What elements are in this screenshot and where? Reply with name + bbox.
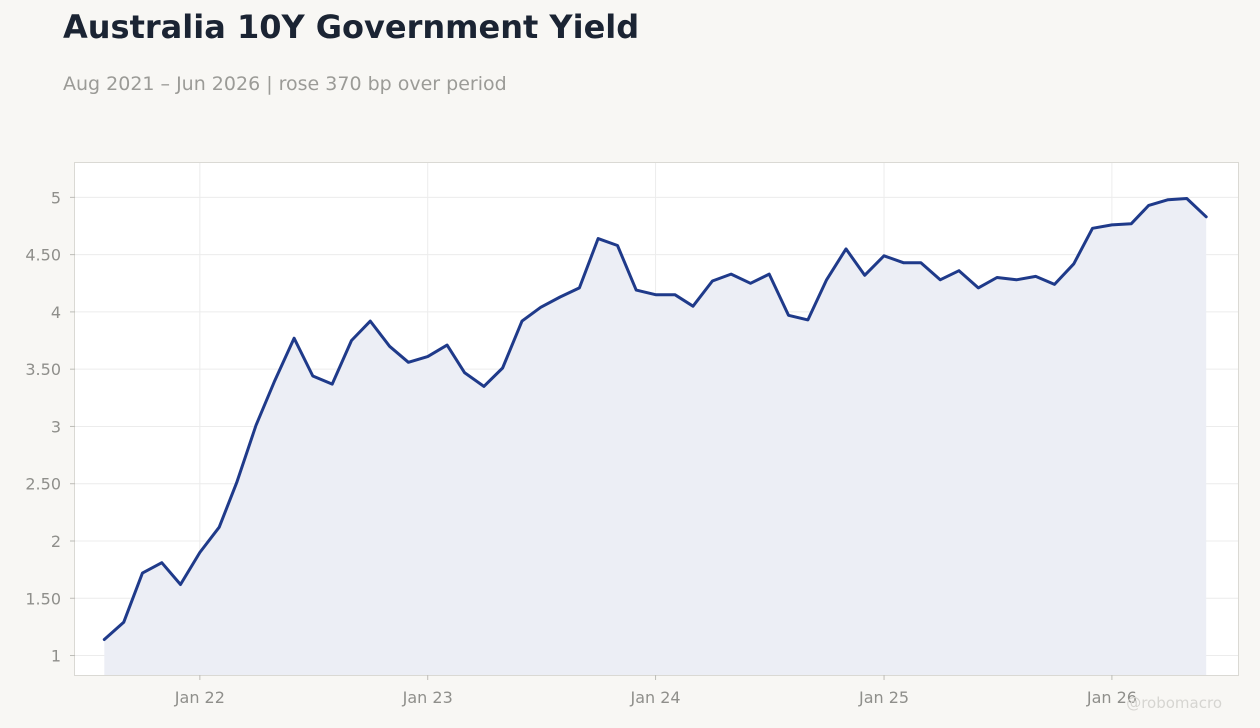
data-point [483, 385, 485, 388]
data-point [426, 355, 429, 358]
data-point [711, 280, 714, 282]
data-point [1186, 197, 1188, 200]
watermark: @robomacro [1126, 694, 1222, 712]
data-point [578, 287, 581, 289]
y-tick-label: 1 [51, 647, 61, 666]
data-point [863, 274, 866, 277]
y-tick-label: 3.50 [25, 360, 61, 379]
data-point [141, 572, 144, 574]
data-point [749, 282, 752, 285]
data-point [730, 273, 732, 275]
data-point [692, 305, 694, 308]
data-point [122, 621, 125, 624]
data-point [883, 255, 885, 257]
x-tick-label: Jan 23 [402, 688, 453, 707]
data-point [1205, 216, 1207, 218]
y-tick-label: 2 [51, 532, 61, 551]
data-point [1091, 227, 1094, 230]
data-point [996, 276, 998, 279]
data-point [539, 306, 542, 309]
data-point [1034, 275, 1037, 278]
y-tick-label: 4.50 [25, 246, 61, 265]
data-point [674, 293, 676, 296]
data-point [235, 481, 238, 484]
data-point [1130, 222, 1133, 225]
data-point [1147, 204, 1150, 207]
data-point [312, 375, 314, 377]
y-axis: 1 1.50 2 2.50 3 3.50 4 4.50 5 [25, 188, 75, 666]
data-point [501, 367, 504, 369]
chart-subtitle: Aug 2021 – Jun 2026 | rose 370 bp over p… [63, 73, 507, 95]
data-point [446, 344, 448, 346]
y-tick-label: 2.50 [25, 475, 61, 494]
data-point [331, 383, 334, 385]
data-point [369, 320, 372, 322]
data-point [103, 638, 106, 641]
x-tick-label: Jan 24 [630, 688, 681, 707]
data-point [1073, 263, 1075, 265]
data-point [559, 296, 561, 298]
y-tick-label: 1.50 [25, 589, 61, 608]
x-tick-label: Jan 26 [1086, 688, 1137, 707]
y-tick-label: 3 [51, 417, 61, 436]
data-point [1015, 279, 1018, 281]
chart-title: Australia 10Y Government Yield [63, 8, 640, 46]
data-point [635, 289, 637, 291]
x-tick-label: Jan 22 [174, 688, 225, 707]
data-point [977, 287, 980, 289]
data-point [388, 345, 391, 348]
data-point [616, 244, 619, 247]
data-point [218, 526, 220, 528]
data-point [407, 361, 410, 364]
data-point [199, 551, 201, 554]
series-points [103, 197, 1207, 641]
data-point [179, 583, 182, 586]
x-axis: Jan 22 Jan 23 Jan 24 Jan 25 Jan 26 [174, 675, 1137, 707]
data-point [1167, 198, 1169, 201]
data-point [1111, 224, 1113, 226]
data-point [958, 269, 960, 272]
data-point [255, 424, 257, 427]
y-tick-label: 4 [51, 303, 61, 322]
data-point [463, 371, 466, 374]
data-point [274, 379, 276, 382]
data-point [845, 248, 847, 250]
data-point [350, 339, 353, 342]
data-point [825, 279, 828, 281]
data-point [787, 314, 790, 317]
data-point [902, 261, 905, 264]
x-tick-label: Jan 25 [858, 688, 909, 707]
data-point [597, 237, 599, 240]
data-point [293, 337, 295, 340]
data-point [654, 293, 657, 296]
data-point [768, 273, 770, 275]
series-area [104, 198, 1207, 675]
data-point [807, 319, 809, 321]
data-point [920, 261, 922, 264]
y-tick-label: 5 [51, 188, 61, 207]
data-point [939, 279, 941, 281]
data-point [161, 561, 163, 564]
data-point [521, 320, 523, 322]
data-point [1053, 283, 1056, 286]
